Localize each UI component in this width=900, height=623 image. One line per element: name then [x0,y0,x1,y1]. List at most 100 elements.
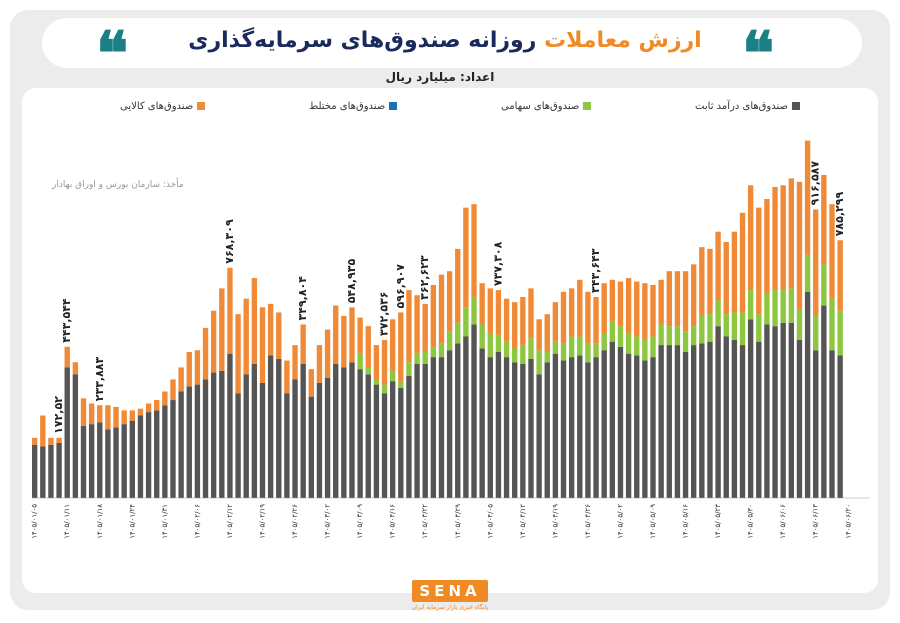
bar-segment [560,360,567,498]
bar-segment [64,367,70,498]
bar-segment [804,255,811,292]
x-tick-label: ۱۴۰۵/۰۴/۲۶ [584,504,592,539]
x-tick-label: ۱۴۰۵/۰۲/۱۲ [226,504,234,539]
bar-segment [381,384,388,394]
x-tick-label: ۱۴۰۵/۰۲/۱۹ [258,504,266,539]
bar-segment [178,391,184,498]
bar-segment [438,357,445,498]
bar-segment [829,204,835,299]
bar-segment [788,322,795,498]
x-tick-label: ۱۴۰۵/۰۱/۲۴ [128,504,136,539]
bar-segment [316,345,323,383]
bar-segment [495,290,502,335]
bar-segment [324,377,331,498]
bar-segment [365,326,371,368]
bar-segment [349,362,355,498]
bar-segment [617,326,624,347]
bar-segment [780,290,786,323]
bar-segment [422,351,428,364]
bar-segment [357,317,363,354]
bar-segment [170,400,176,498]
bar-segment [821,174,827,265]
bar-segment [804,140,811,256]
bar-segment [788,288,795,323]
bar-segment [438,274,445,344]
bar-segment [349,307,355,363]
bar-segment [97,405,103,423]
bar-segment [682,331,689,352]
bar-segment [552,302,559,342]
bar-segment [227,353,233,498]
bar-segment [227,267,233,354]
bar-segment [389,370,396,382]
bar-segment [544,351,550,363]
bar-segment [577,355,583,498]
bar-segment [723,314,729,337]
bar-segment [308,396,314,498]
bar-segment [251,363,258,498]
x-tick-label: ۱۴۰۵/۰۴/۱۹ [551,504,559,539]
data-label: ۳۶۲,۶۲۳ [418,255,431,300]
bar-segment [373,384,380,498]
bar-segment [723,241,729,315]
bar-segment [455,248,461,323]
bar-segment [414,363,420,498]
bar-segment [658,279,664,325]
x-tick-label: ۱۴۰۵/۰۱/۱۱ [63,504,71,539]
bar-segment [788,178,795,289]
bar-segment [333,363,339,498]
bar-segment [568,288,575,337]
bar-segment [503,357,510,498]
bar-segment [495,351,502,498]
bar-segment [430,357,437,498]
bar-segment [821,264,827,306]
bar-segment [406,362,412,377]
bar-segment [772,326,778,498]
bar-segment [503,298,510,342]
bar-segment [666,345,672,498]
bar-segment [601,283,607,334]
bar-segment [446,331,453,351]
bar-segment [389,319,396,371]
bar-segment [528,288,534,339]
bar-segment [715,231,721,301]
bar-segment [414,353,420,364]
bar-segment [796,339,803,498]
bar-segment [642,339,648,361]
bar-segment [747,185,754,291]
bar-segment [715,326,721,498]
x-tick-label: ۱۴۰۵/۰۶/۱۳ [812,504,820,539]
bar-segment [430,346,437,358]
bar-segment [414,295,420,354]
bar-segment [512,348,518,363]
bar-segment [422,303,428,352]
bar-segment [56,443,62,498]
bar-segment [398,388,404,498]
bar-segment [560,291,567,344]
bar-segment [772,290,778,327]
bar-segment [145,412,152,498]
legend-label: صندوق‌های مختلط [308,100,386,112]
bar-segment [780,322,786,498]
bar-segment [528,338,534,359]
x-tick-label: ۱۴۰۵/۰۳/۲۹ [454,504,462,539]
bar-segment [520,345,526,364]
bar-segment [186,351,192,387]
bar-segment [455,343,461,498]
bar-segment [40,415,46,447]
bar-segment [780,185,786,291]
bar-segment [593,343,599,358]
bar-segment [658,345,664,498]
x-tick-label: ۱۴۰۵/۰۳/۰۲ [324,504,332,539]
bar-segment [650,284,656,337]
bar-segment [829,298,835,351]
bar-segment [487,357,493,498]
bar-segment [210,372,217,498]
bar-segment [300,324,306,364]
data-label: ۷۸۵,۲۹۹ [833,192,846,237]
bar-segment [609,341,616,498]
bar-segment [455,322,461,344]
bar-segment [837,355,843,498]
legend-label: صندوق‌های کالایی [120,100,194,112]
bar-segment [520,296,526,346]
